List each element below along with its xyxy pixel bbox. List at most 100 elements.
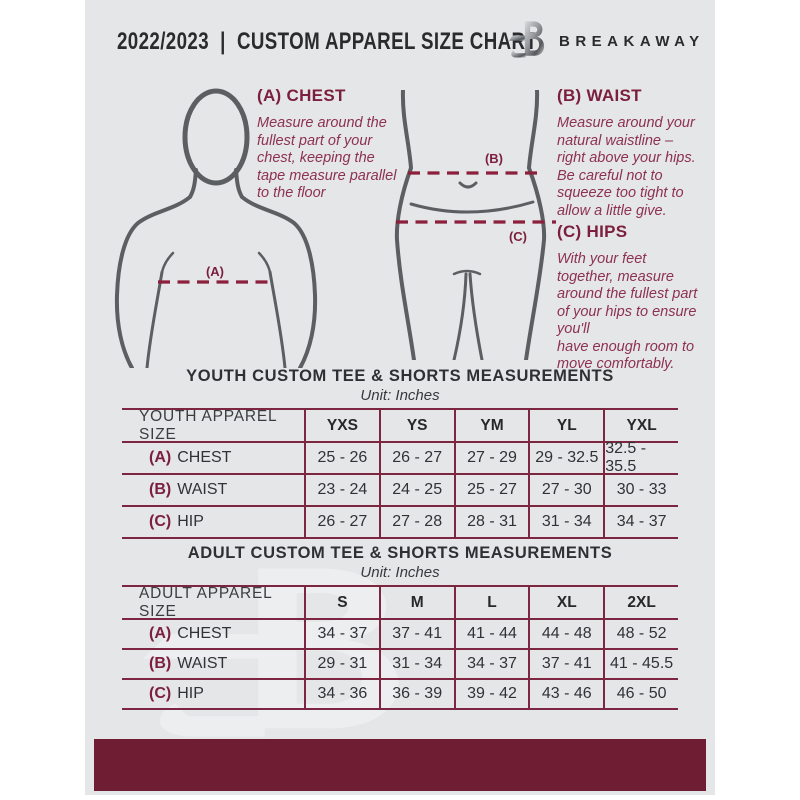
figure-right-inner-arm [268,270,287,368]
waist-guide-body: Measure around your natural waistline – … [557,115,696,219]
adult-size-s: S [304,587,379,620]
adult-chest-row-label: (A) CHEST [122,620,304,650]
row-label: CHEST [177,625,232,642]
chest-guide-heading: (A) CHEST [257,86,346,105]
page-title: 2022/2023 | CUSTOM APPAREL SIZE CHART [117,28,538,55]
row-prefix: (C) [149,685,172,702]
figure-left-armpit [160,251,175,274]
figure-right-shoulder-arm [234,168,318,368]
waist-diagram-label: (B) [485,151,503,166]
upper-body-figure: (A) [114,88,318,368]
youth-chest-value: 32.5 - 35.5 [603,440,678,475]
adult-hip-row-label: (C) HIP [122,680,304,710]
breakaway-b-logo-icon [509,21,545,58]
hips-guide: (C) HIPS With your feet together, measur… [557,222,715,374]
adult-size-xl: XL [528,587,604,620]
hips-guide-heading: (C) HIPS [557,222,628,241]
chest-diagram-label: (A) [206,264,224,279]
youth-size-yxs: YXS [304,410,379,443]
adult-hip-value: 43 - 46 [528,680,604,710]
youth-chest-value: 27 - 29 [453,443,529,475]
adult-size-m: M [378,587,454,620]
adult-chest-value: 48 - 52 [603,620,678,650]
youth-hip-value: 28 - 31 [453,507,529,539]
adult-chest-value: 44 - 48 [528,620,604,650]
youth-waist-value: 25 - 27 [453,475,529,507]
figure-left-shoulder-arm [114,168,198,368]
hips-guide-body: With your feet together, measure around … [557,251,698,372]
adult-size-table: ADULT APPAREL SIZE S M L XL 2XL (A) CHES… [122,585,678,710]
figure-navel [458,181,478,189]
adult-size-l: L [453,587,529,620]
row-prefix: (A) [149,625,172,642]
adult-chest-value: 41 - 44 [453,620,529,650]
chest-guide-body: Measure around the fullest part of your … [257,115,397,201]
waist-guide: (B) WAIST Measure around your natural wa… [557,86,715,220]
figure-left-inner-arm [145,270,164,368]
youth-hip-value: 31 - 34 [528,507,604,539]
document-page: 2022/2023 | CUSTOM APPAREL SIZE CHART BR… [85,0,715,795]
adult-hip-value: 46 - 50 [603,680,678,710]
figure-left-inner-leg [452,272,468,360]
adult-waist-row-label: (B) WAIST [122,650,304,680]
row-label: HIP [177,685,204,702]
youth-table-unit: Unit: Inches [360,387,440,404]
youth-size-yl: YL [528,410,604,443]
adult-hip-value: 34 - 36 [304,680,379,710]
row-label: WAIST [177,655,228,672]
figure-right-side [524,90,547,360]
row-label: HIP [177,513,204,530]
row-label: WAIST [177,481,228,498]
youth-hip-value: 34 - 37 [603,507,678,539]
youth-size-yxl: YXL [603,410,678,443]
youth-waist-value: 27 - 30 [528,475,604,507]
youth-chest-value: 29 - 32.5 [528,443,604,475]
adult-chest-value: 34 - 37 [304,620,379,650]
adult-size-header-label: ADULT APPAREL SIZE [122,585,304,620]
youth-chest-value: 26 - 27 [378,443,454,475]
youth-size-ym: YM [453,410,529,443]
figure-right-inner-leg [468,272,484,360]
row-prefix: (C) [149,513,172,530]
row-label: CHEST [177,449,232,466]
figure-right-armpit [257,251,272,274]
adult-waist-value: 29 - 31 [304,650,379,680]
adult-size-2xl: 2XL [603,587,678,620]
hips-diagram-label: (C) [509,229,527,244]
adult-hip-value: 39 - 42 [453,680,529,710]
adult-chest-value: 37 - 41 [378,620,454,650]
youth-waist-value: 23 - 24 [304,475,379,507]
youth-waist-value: 24 - 25 [378,475,454,507]
youth-table-title: YOUTH CUSTOM TEE & SHORTS MEASUREMENTS [186,367,614,385]
adult-waist-value: 37 - 41 [528,650,604,680]
youth-size-ys: YS [378,410,454,443]
lower-body-figure: (B) (C) [394,90,556,360]
adult-table-unit: Unit: Inches [360,564,440,581]
figure-hip-curve [409,200,535,214]
figure-head [182,88,250,186]
youth-hip-row-label: (C) HIP [122,507,304,539]
youth-hip-value: 26 - 27 [304,507,379,539]
chest-guide: (A) CHEST Measure around the fullest par… [257,86,422,203]
youth-size-table: YOUTH APPAREL SIZE YXS YS YM YL YXL (A) … [122,408,678,539]
brand-name: BREAKAWAY [559,33,705,50]
adult-waist-value: 34 - 37 [453,650,529,680]
youth-waist-row-label: (B) WAIST [122,475,304,507]
row-prefix: (A) [149,449,172,466]
youth-chest-row-label: (A) CHEST [122,443,304,475]
adult-hip-value: 36 - 39 [378,680,454,710]
youth-chest-value: 25 - 26 [304,443,379,475]
adult-table-title: ADULT CUSTOM TEE & SHORTS MEASUREMENTS [187,544,613,562]
waist-guide-heading: (B) WAIST [557,86,642,105]
youth-size-header-label: YOUTH APPAREL SIZE [122,408,304,443]
figure-left-side [394,90,416,360]
row-prefix: (B) [149,481,172,498]
youth-hip-value: 27 - 28 [378,507,454,539]
adult-waist-value: 31 - 34 [378,650,454,680]
row-prefix: (B) [149,655,172,672]
footer-accent-bar [94,739,706,791]
adult-waist-value: 41 - 45.5 [603,650,678,680]
figure-crotch-curve [452,269,482,276]
youth-waist-value: 30 - 33 [603,475,678,507]
